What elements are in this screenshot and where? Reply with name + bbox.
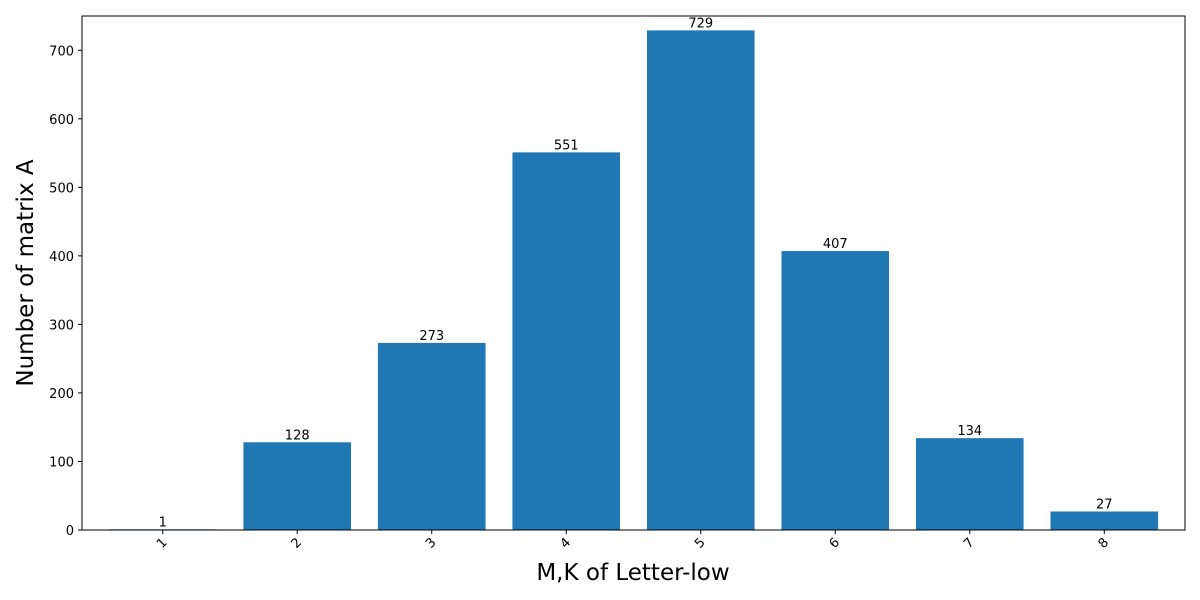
data-label-3: 273 bbox=[419, 329, 444, 344]
bar-6 bbox=[781, 251, 890, 530]
y-tick-label-500: 500 bbox=[49, 181, 74, 196]
y-tick-label-400: 400 bbox=[49, 250, 74, 265]
y-tick-label-700: 700 bbox=[49, 44, 74, 59]
x-axis-label: M,K of Letter-low bbox=[536, 560, 729, 586]
bar-5 bbox=[646, 30, 755, 531]
y-tick-label-600: 600 bbox=[49, 113, 74, 128]
data-label-2: 128 bbox=[285, 428, 310, 443]
data-label-1: 1 bbox=[159, 515, 167, 530]
data-label-6: 407 bbox=[823, 237, 848, 252]
plot-frame bbox=[81, 15, 1186, 531]
data-label-8: 27 bbox=[1096, 497, 1113, 512]
bar-3 bbox=[377, 342, 486, 530]
y-tick-label-100: 100 bbox=[49, 455, 74, 470]
bar-8 bbox=[1050, 511, 1159, 530]
y-tick-label-300: 300 bbox=[49, 318, 74, 333]
y-axis-label: Number of matrix A bbox=[13, 159, 39, 386]
bar-2 bbox=[243, 442, 352, 530]
data-labels-group: 1 128 273 551 729 407 134 27 bbox=[159, 16, 1113, 530]
data-label-7: 134 bbox=[957, 424, 982, 439]
data-label-4: 551 bbox=[554, 138, 579, 153]
y-tick-label-200: 200 bbox=[49, 387, 74, 402]
y-tick-label-0: 0 bbox=[66, 524, 74, 539]
data-label-5: 729 bbox=[688, 16, 713, 31]
bar-4 bbox=[512, 152, 621, 530]
y-axis-ticks: 0 100 200 300 400 500 600 700 bbox=[49, 44, 82, 539]
bars-group bbox=[108, 30, 1159, 531]
bar-7 bbox=[915, 438, 1024, 530]
